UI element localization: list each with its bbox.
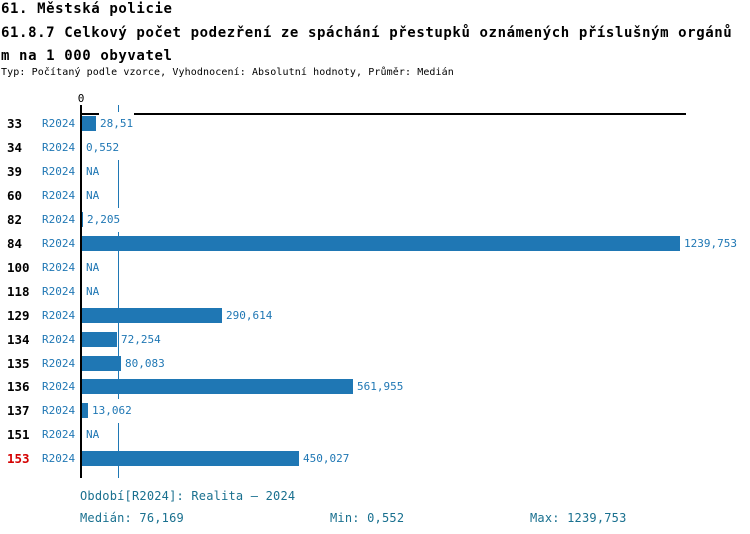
chart-row: 82 R2024 2,205 — [0, 208, 750, 232]
bar-value-label: 2,205 — [86, 208, 122, 232]
footer-median: Medián: 76,169 — [80, 511, 184, 525]
footer-min: Min: 0,552 — [330, 511, 405, 525]
chart-row: 100 R2024 NA — [0, 256, 750, 280]
row-period-label: R2024 — [42, 357, 76, 370]
bar-value-label: NA — [85, 280, 101, 304]
row-period-label: R2024 — [42, 165, 76, 178]
bar-value-label: 561,955 — [356, 375, 405, 399]
bar-value-label: 28,51 — [99, 112, 135, 136]
bar-value-label: 290,614 — [225, 304, 274, 328]
bar — [82, 379, 353, 394]
chart-row: 39 R2024 NA — [0, 160, 750, 184]
row-period-label: R2024 — [42, 141, 76, 154]
bar — [82, 116, 96, 131]
axis-zero-tick-label: 0 — [77, 92, 85, 105]
chart-row: 137 R2024 13,062 — [0, 399, 750, 423]
chart-row: 84 R2024 1239,753 — [0, 232, 750, 256]
row-period-label: R2024 — [42, 404, 76, 417]
top-axis-line — [80, 113, 686, 115]
chart-row: 134 R2024 72,254 — [0, 328, 750, 352]
chart-row: 60 R2024 NA — [0, 184, 750, 208]
bar-value-label: NA — [85, 256, 101, 280]
row-category-label: 135 — [7, 356, 30, 371]
chart-row: 151 R2024 NA — [0, 423, 750, 447]
row-period-label: R2024 — [42, 117, 76, 130]
row-category-label: 151 — [7, 427, 30, 442]
row-period-label: R2024 — [42, 189, 76, 202]
row-category-label: 34 — [7, 140, 23, 155]
bar — [82, 356, 121, 371]
footer-period-info: Období[R2024]: Realita – 2024 — [80, 489, 296, 503]
bar-chart: 0 33 R2024 28,51 34 R2024 0,552 39 R2024 NA 60 R20… — [0, 90, 750, 482]
row-period-label: R2024 — [42, 285, 76, 298]
row-category-label: 60 — [7, 188, 23, 203]
row-category-label: 84 — [7, 236, 23, 251]
bar-value-label: 80,083 — [124, 352, 166, 376]
plot-area: 33 R2024 28,51 34 R2024 0,552 39 R2024 NA 60 R2024… — [0, 112, 750, 478]
indicator-meta: Typ: Počítaný podle vzorce, Vyhodnocení:… — [1, 67, 454, 78]
bar-value-label: 13,062 — [91, 399, 133, 423]
row-period-label: R2024 — [42, 380, 76, 393]
row-period-label: R2024 — [42, 213, 76, 226]
bar-value-label: 72,254 — [120, 328, 162, 352]
row-category-label: 118 — [7, 284, 30, 299]
row-category-label: 153 — [7, 451, 30, 466]
row-category-label: 129 — [7, 308, 30, 323]
row-category-label: 136 — [7, 379, 30, 394]
bar-value-label: NA — [85, 423, 101, 447]
value-axis-line — [80, 105, 82, 478]
chart-row: 135 R2024 80,083 — [0, 352, 750, 376]
chart-row: 136 R2024 561,955 — [0, 375, 750, 399]
chart-row: 129 R2024 290,614 — [0, 304, 750, 328]
bar-value-label: 1239,753 — [683, 232, 738, 256]
bar — [82, 212, 83, 227]
bar — [82, 403, 88, 418]
row-period-label: R2024 — [42, 237, 76, 250]
indicator-title-wrap: m na 1 000 obyvatel — [1, 48, 173, 64]
row-category-label: 100 — [7, 260, 30, 275]
chart-row: 34 R2024 0,552 — [0, 136, 750, 160]
indicator-title-line: 61.8.7 Celkový počet podezření ze spáchá… — [1, 25, 733, 41]
bar — [82, 236, 680, 251]
bar-value-label: NA — [85, 184, 101, 208]
bar — [82, 451, 299, 466]
row-category-label: 134 — [7, 332, 30, 347]
row-period-label: R2024 — [42, 428, 76, 441]
row-period-label: R2024 — [42, 309, 76, 322]
row-period-label: R2024 — [42, 261, 76, 274]
footer-max: Max: 1239,753 — [530, 511, 627, 525]
row-category-label: 33 — [7, 116, 23, 131]
chart-row: 153 R2024 450,027 — [0, 447, 750, 471]
row-period-label: R2024 — [42, 333, 76, 346]
row-category-label: 39 — [7, 164, 23, 179]
bar-value-label: 0,552 — [85, 136, 121, 160]
chart-row: 33 R2024 28,51 — [0, 112, 750, 136]
median-line — [118, 105, 119, 478]
bar — [82, 308, 222, 323]
chart-row: 118 R2024 NA — [0, 280, 750, 304]
bar-value-label: 450,027 — [302, 447, 351, 471]
bar — [82, 332, 117, 347]
page-title: 61. Městská policie — [1, 1, 173, 17]
bar-value-label: NA — [85, 160, 101, 184]
row-category-label: 137 — [7, 403, 30, 418]
row-period-label: R2024 — [42, 452, 76, 465]
row-category-label: 82 — [7, 212, 23, 227]
